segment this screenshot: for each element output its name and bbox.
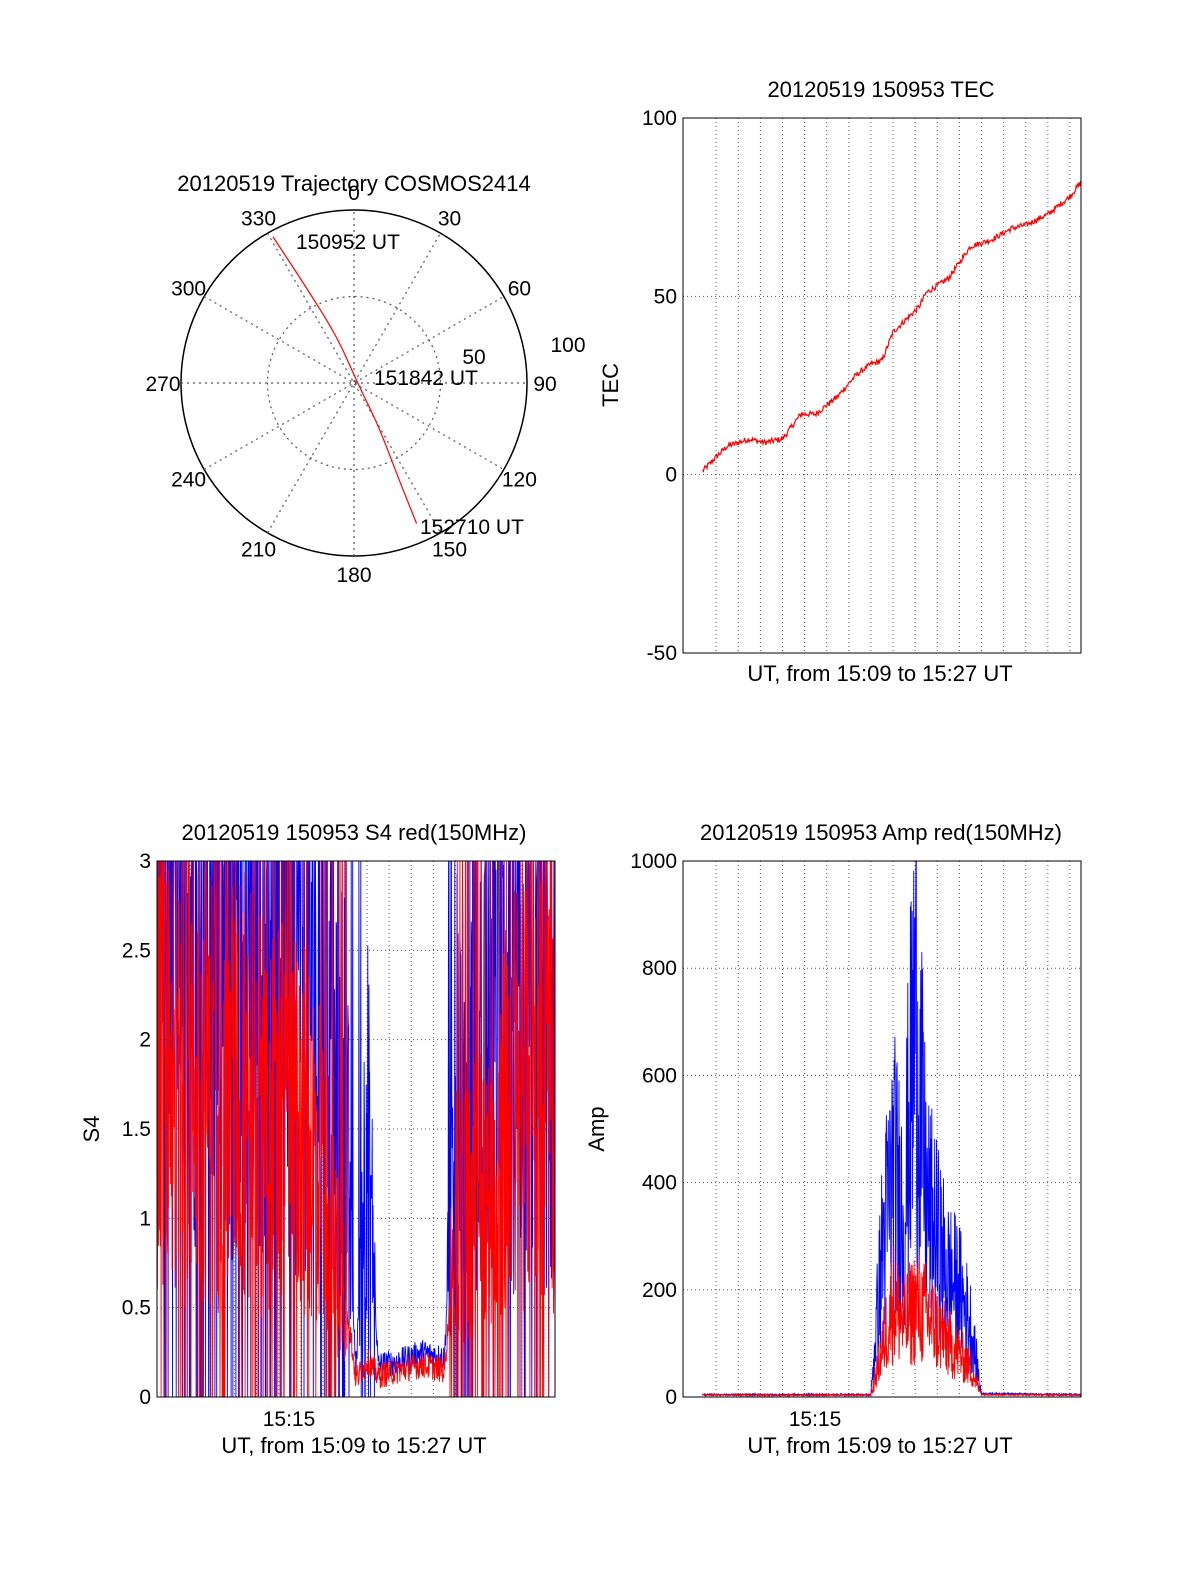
- y-tick-label: 1.5: [122, 1118, 151, 1141]
- polar-azimuth-label: 180: [336, 564, 371, 587]
- polar-azimuth-label: 60: [508, 278, 531, 301]
- polar-azimuth-label: 300: [171, 278, 206, 301]
- y-tick-label: 200: [642, 1279, 677, 1302]
- y-tick-label: 3: [139, 850, 151, 873]
- polar-spoke: [203, 295, 505, 471]
- s4-title: 20120519 150953 S4 red(150MHz): [182, 820, 527, 845]
- polar-radial-label: 50: [462, 346, 485, 369]
- y-tick-label: 800: [642, 957, 677, 980]
- tec-y-ticks: -50 0 50 100: [642, 107, 677, 665]
- amp-series: [702, 860, 1082, 1398]
- s4-xlabel: UT, from 15:09 to 15:27 UT: [221, 1433, 486, 1458]
- tec-panel: 20120519 150953 TEC -50 0 50 100 UT, from 1…: [598, 77, 1082, 686]
- polar-spoke: [266, 232, 442, 534]
- polar-grid: [180, 209, 528, 557]
- amp-xtick-label: 15:15: [789, 1408, 842, 1431]
- polar-radial-label: 100: [550, 334, 585, 357]
- trajectory-annotation-mid: 151842 UT: [374, 367, 478, 390]
- y-tick-label: 1: [139, 1207, 151, 1230]
- y-tick-label: -50: [647, 642, 677, 665]
- s4-series: [156, 860, 556, 1398]
- y-tick-label: 2.5: [122, 939, 151, 962]
- polar-azimuth-label: 240: [171, 469, 206, 492]
- y-tick-label: 400: [642, 1172, 677, 1195]
- amp-plot-frame: [682, 860, 1082, 1398]
- s4-panel: 20120519 150953 S4 red(150MHz) 0 0.5 1 1.5 2…: [79, 820, 556, 1458]
- amp-y-ticks: 0 200 400 600 800 1000: [630, 850, 677, 1409]
- y-tick-label: 2: [139, 1029, 151, 1052]
- tec-grid: [683, 118, 1081, 653]
- tec-xlabel: UT, from 15:09 to 15:27 UT: [747, 661, 1012, 686]
- y-tick-label: 0: [665, 1386, 677, 1409]
- polar-azimuth-label: 30: [438, 208, 461, 231]
- tec-ylabel: TEC: [598, 363, 623, 407]
- trajectory-title: 20120519 Trajectory COSMOS2414: [177, 171, 530, 196]
- polar-azimuth-label: 330: [241, 208, 276, 231]
- polar-azimuth-label: 0: [348, 182, 360, 205]
- trajectory-annotation-end: 152710 UT: [420, 516, 524, 539]
- amp-ylabel: Amp: [584, 1106, 609, 1151]
- amp-title: 20120519 150953 Amp red(150MHz): [700, 820, 1062, 845]
- polar-azimuth-label: 150: [432, 538, 467, 561]
- y-tick-label: 100: [642, 107, 677, 130]
- polar-labels: 0 30 60 90 120 150 180 210 240 270 300 330 50 100: [145, 182, 585, 587]
- tec-series-line: [702, 181, 1082, 473]
- y-tick-label: 0: [665, 464, 677, 487]
- polar-azimuth-label: 270: [145, 373, 180, 396]
- y-tick-label: 0: [139, 1386, 151, 1409]
- s4-plot-frame: [156, 860, 556, 1398]
- polar-azimuth-label: 210: [241, 538, 276, 561]
- amp-panel: 20120519 150953 Amp red(150MHz) 0 200 400 6…: [584, 820, 1082, 1458]
- tec-title: 20120519 150953 TEC: [767, 77, 994, 102]
- trajectory-track: [272, 236, 418, 524]
- amp-grid: [683, 861, 1081, 1397]
- polar-spoke: [266, 232, 442, 534]
- y-tick-label: 50: [654, 285, 677, 308]
- red-series-line: [702, 1245, 1082, 1398]
- polar-azimuth-label: 120: [502, 469, 537, 492]
- s4-ylabel: S4: [79, 1116, 104, 1143]
- trajectory-panel: 20120519 Trajectory COSMOS2414 0 30 60 90 12…: [145, 171, 585, 587]
- y-tick-label: 0.5: [122, 1297, 151, 1320]
- trajectory-annotation-start: 150952 UT: [296, 231, 400, 254]
- tec-plot-frame: [682, 117, 1082, 654]
- polar-spoke: [203, 295, 505, 471]
- amp-xlabel: UT, from 15:09 to 15:27 UT: [747, 1433, 1012, 1458]
- polar-azimuth-label: 90: [533, 373, 556, 396]
- y-tick-label: 600: [642, 1064, 677, 1087]
- s4-xtick-label: 15:15: [263, 1408, 316, 1431]
- s4-y-ticks: 0 0.5 1 1.5 2 2.5 3: [122, 850, 151, 1409]
- y-tick-label: 1000: [630, 850, 677, 873]
